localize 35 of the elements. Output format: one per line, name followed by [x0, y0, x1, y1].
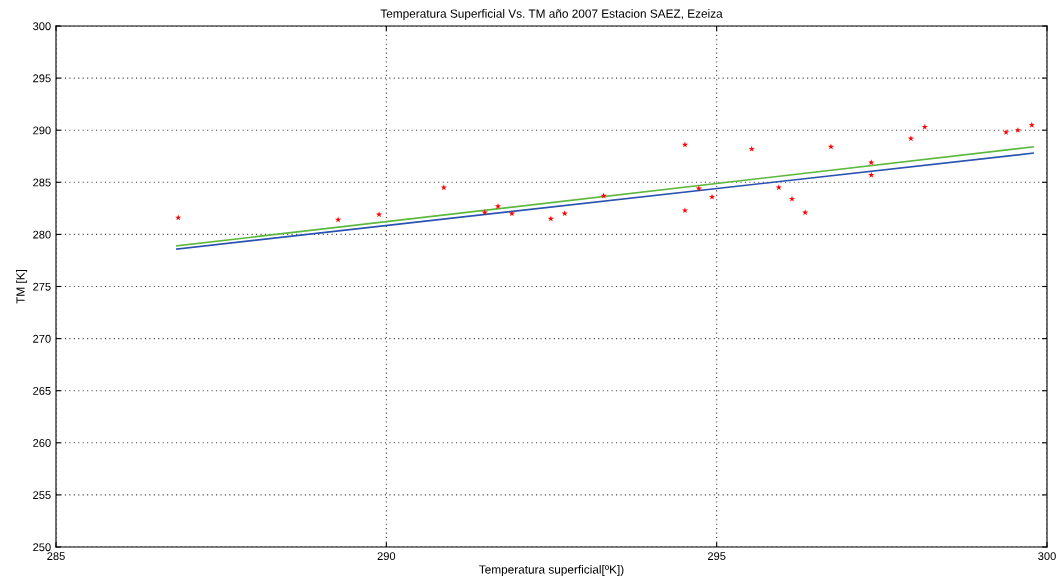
x-tick-label: 285	[47, 552, 65, 561]
point	[868, 171, 875, 178]
x-tick-label: 290	[377, 552, 396, 561]
x-tick-label: 300	[1038, 552, 1056, 561]
y-tick-label: 250	[33, 543, 51, 552]
x-axis-title: Temperatura superficial[ºK])	[479, 565, 624, 576]
x-tick-label: 295	[707, 552, 726, 561]
y-tick-label: 295	[33, 74, 51, 83]
point	[921, 123, 928, 130]
point	[681, 207, 689, 214]
point	[600, 192, 607, 199]
y-tick-label: 265	[33, 386, 51, 395]
point	[708, 193, 716, 200]
y-tick-label: 270	[33, 334, 51, 343]
y-tick-label: 285	[33, 178, 51, 187]
point	[827, 143, 835, 150]
point	[695, 185, 702, 192]
point	[907, 135, 914, 142]
point	[868, 159, 875, 166]
point	[788, 195, 796, 202]
y-tick-label: 290	[33, 126, 51, 135]
point	[440, 184, 447, 191]
chart-title: Temperatura Superficial Vs. TM año 2007 Estacion SAEZ, Ezeiza	[380, 9, 723, 21]
y-tick-label: 300	[33, 22, 51, 31]
point	[508, 210, 515, 217]
y-tick-label: 275	[33, 282, 51, 291]
point	[748, 145, 755, 152]
y-tick-label: 280	[33, 230, 51, 239]
point	[802, 209, 809, 216]
point	[494, 203, 502, 209]
y-tick-label: 255	[33, 491, 51, 500]
point	[1002, 129, 1010, 135]
point	[1014, 126, 1022, 133]
y-axis-title: TM [K]	[16, 269, 28, 304]
y-tick-label: 260	[33, 439, 51, 447]
